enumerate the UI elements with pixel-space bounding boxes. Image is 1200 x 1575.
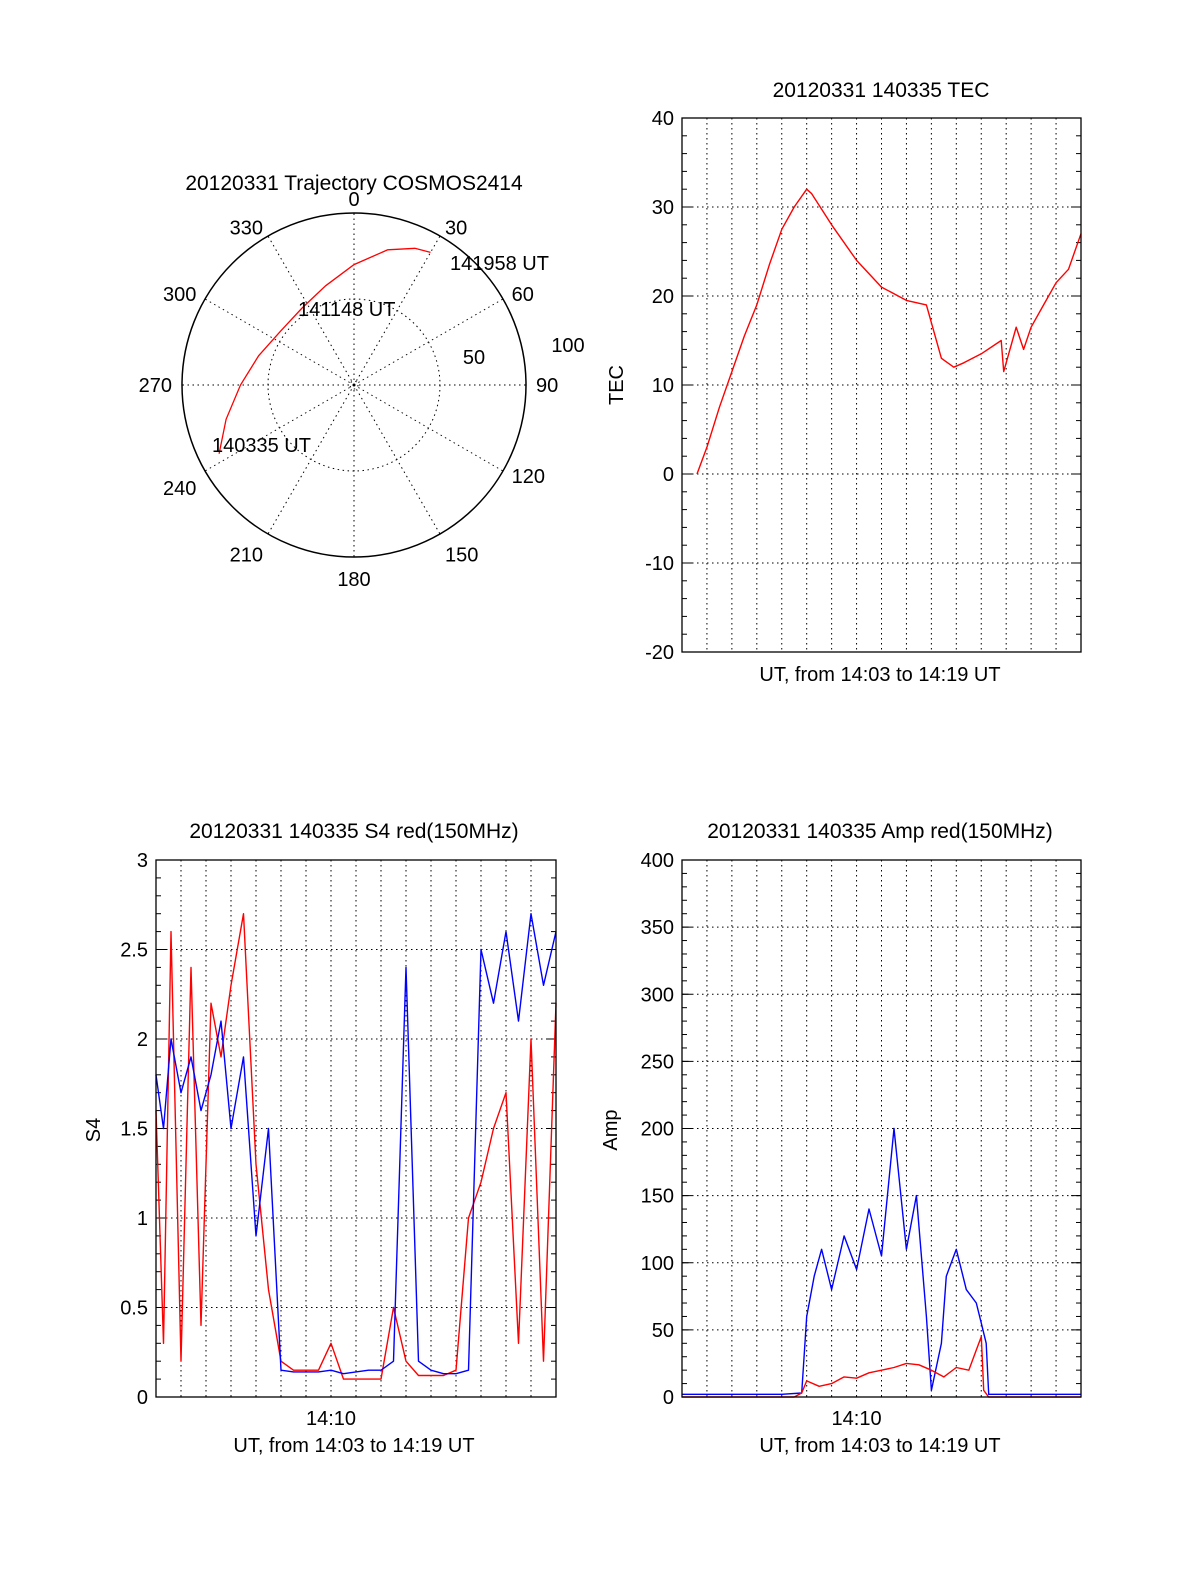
polar-spoke bbox=[353, 235, 441, 386]
polar-spoke bbox=[353, 384, 504, 472]
series-line-red bbox=[155, 913, 557, 1380]
tec-plot-area: 40 30 20 10 0 -10 -20 bbox=[645, 108, 1082, 664]
y-tick-label: 300 bbox=[641, 984, 674, 1006]
trajectory-annotation-start: 140335 UT bbox=[212, 435, 311, 457]
y-tick-label: 20 bbox=[652, 286, 674, 308]
azimuth-label: 150 bbox=[445, 545, 478, 567]
polar-spoke bbox=[353, 298, 504, 386]
series-line-blue bbox=[682, 1127, 1081, 1396]
polar-spoke bbox=[353, 384, 441, 535]
y-tick-label: 0.5 bbox=[120, 1298, 148, 1320]
azimuth-label: 270 bbox=[139, 375, 172, 397]
azimuth-label: 300 bbox=[163, 284, 196, 306]
x-tick-label: 14:10 bbox=[306, 1408, 356, 1430]
radial-label: 50 bbox=[463, 347, 485, 369]
trajectory-annotation-mid: 141148 UT bbox=[298, 299, 395, 321]
y-tick-label: 0 bbox=[137, 1387, 148, 1409]
trajectory-title: 20120331 Trajectory COSMOS2414 bbox=[185, 172, 523, 195]
y-tick-label: 30 bbox=[652, 197, 674, 219]
plot-frame bbox=[681, 117, 1082, 653]
series-line-blue bbox=[155, 913, 557, 1375]
y-tick-label: 150 bbox=[641, 1186, 674, 1208]
y-tick-label: 1.5 bbox=[120, 1119, 148, 1141]
x-tick-label: 14:10 bbox=[832, 1408, 882, 1430]
y-tick-label: -10 bbox=[645, 553, 674, 575]
s4-ylabel: S4 bbox=[83, 1118, 105, 1142]
amp-panel: 20120331 140335 Amp red(150MHz) UT, from… bbox=[600, 820, 1082, 1457]
amp-ylabel: Amp bbox=[600, 1109, 622, 1150]
s4-xlabel: UT, from 14:03 to 14:19 UT bbox=[233, 1435, 474, 1457]
amp-title: 20120331 140335 Amp red(150MHz) bbox=[707, 820, 1053, 843]
azimuth-label: 90 bbox=[536, 375, 558, 397]
trajectory-annotation-end: 141958 UT bbox=[450, 253, 549, 275]
tec-title: 20120331 140335 TEC bbox=[773, 79, 990, 102]
y-tick-label: 400 bbox=[641, 850, 674, 872]
y-tick-label: 3 bbox=[137, 850, 148, 872]
polar-outer-ring bbox=[181, 212, 527, 558]
azimuth-label: 30 bbox=[445, 217, 467, 239]
amp-xlabel: UT, from 14:03 to 14:19 UT bbox=[759, 1435, 1000, 1457]
tec-panel: 20120331 140335 TEC UT, from 14:03 to 14… bbox=[606, 79, 1082, 686]
azimuth-labels: 0 30 60 90 120 150 180 210 240 270 300 330 50 100 bbox=[139, 189, 585, 591]
polar-spoke bbox=[267, 384, 355, 535]
trajectory-panel: 20120331 Trajectory COSMOS2414 0 30 60 90 12… bbox=[139, 172, 585, 591]
y-tick-label: 100 bbox=[641, 1253, 674, 1275]
azimuth-label: 210 bbox=[230, 545, 263, 567]
series-line-red bbox=[696, 188, 1082, 475]
y-tick-label: 0 bbox=[663, 1387, 674, 1409]
y-tick-label: 0 bbox=[663, 464, 674, 486]
y-tick-label: 350 bbox=[641, 917, 674, 939]
polar-spoke bbox=[267, 235, 355, 386]
y-tick-label: 200 bbox=[641, 1119, 674, 1141]
tec-ylabel: TEC bbox=[606, 365, 628, 405]
tec-xlabel: UT, from 14:03 to 14:19 UT bbox=[759, 664, 1000, 686]
trajectory-line bbox=[218, 247, 431, 454]
s4-title: 20120331 140335 S4 red(150MHz) bbox=[189, 820, 518, 843]
plot-frame bbox=[155, 859, 557, 1398]
y-tick-label: 50 bbox=[652, 1320, 674, 1342]
azimuth-label: 180 bbox=[337, 569, 370, 591]
radial-label: 100 bbox=[551, 335, 584, 357]
y-tick-label: 40 bbox=[652, 108, 674, 130]
s4-panel: 20120331 140335 S4 red(150MHz) UT, from … bbox=[83, 820, 557, 1457]
azimuth-label: 60 bbox=[512, 284, 534, 306]
polar-center bbox=[349, 380, 359, 390]
plot-frame bbox=[681, 859, 1082, 1398]
y-tick-label: 2 bbox=[137, 1029, 148, 1051]
polar-spoke bbox=[204, 298, 355, 386]
polar-grid bbox=[181, 212, 527, 558]
series-line-red bbox=[682, 1335, 1081, 1398]
azimuth-label: 120 bbox=[512, 466, 545, 488]
y-tick-label: 250 bbox=[641, 1051, 674, 1073]
amp-plot-area: 400 350 300 250 200 150 100 50 0 14:10 bbox=[641, 850, 1082, 1430]
y-tick-label: 10 bbox=[652, 375, 674, 397]
s4-plot-area: 3 2.5 2 1.5 1 0.5 0 14:10 bbox=[120, 850, 557, 1430]
polar-spoke bbox=[204, 384, 355, 472]
azimuth-label: 0 bbox=[348, 189, 359, 211]
y-tick-label: 1 bbox=[137, 1208, 148, 1230]
azimuth-label: 330 bbox=[230, 217, 263, 239]
azimuth-label: 240 bbox=[163, 478, 196, 500]
trajectory-series bbox=[218, 247, 431, 454]
y-tick-label: -20 bbox=[645, 642, 674, 664]
y-tick-label: 2.5 bbox=[120, 940, 148, 962]
